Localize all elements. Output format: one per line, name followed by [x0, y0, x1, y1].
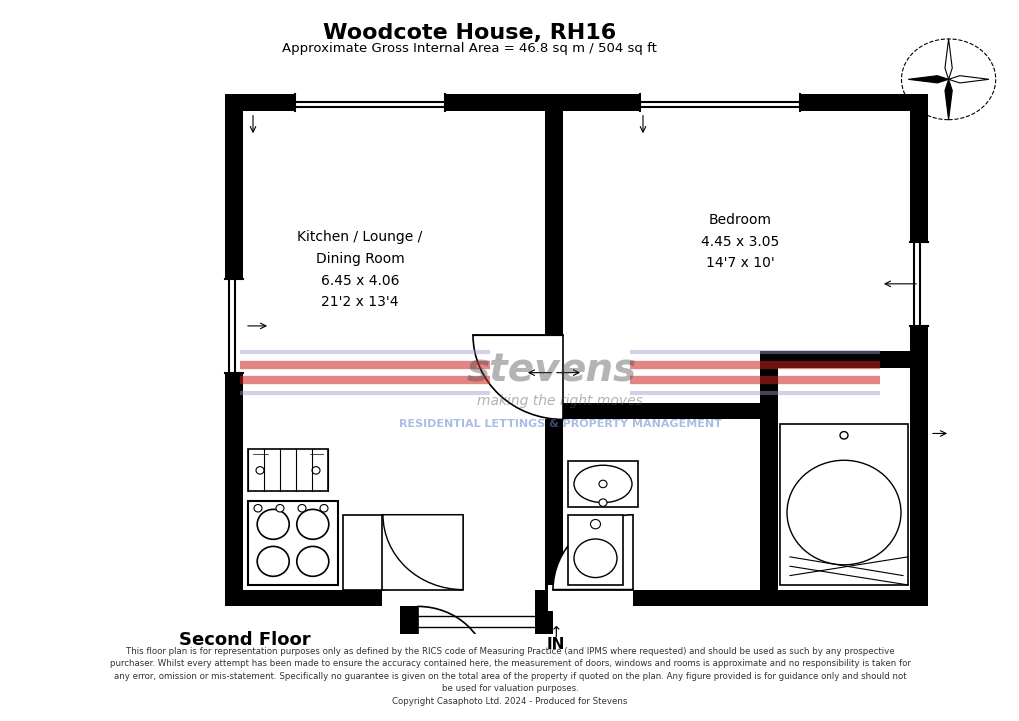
- Text: ↑: ↑: [549, 625, 561, 640]
- Bar: [225, 94, 243, 606]
- Circle shape: [254, 505, 262, 512]
- Circle shape: [590, 519, 600, 528]
- Bar: [225, 279, 243, 373]
- Text: Woodcote House, RH16: Woodcote House, RH16: [322, 23, 615, 43]
- Text: Approximate Gross Internal Area = 46.8 sq m / 504 sq ft: Approximate Gross Internal Area = 46.8 s…: [281, 42, 656, 55]
- Bar: [562, 402, 759, 420]
- Bar: [248, 501, 337, 585]
- Polygon shape: [907, 76, 948, 83]
- Circle shape: [276, 505, 283, 512]
- Text: IN: IN: [546, 637, 565, 653]
- Bar: [759, 420, 777, 590]
- Circle shape: [297, 509, 328, 539]
- Text: stev: stev: [466, 352, 559, 390]
- Bar: [449, 335, 544, 420]
- Bar: [568, 461, 637, 508]
- Circle shape: [598, 499, 606, 506]
- Bar: [342, 515, 463, 590]
- Circle shape: [256, 466, 264, 474]
- Bar: [568, 515, 623, 585]
- Bar: [535, 590, 552, 719]
- Circle shape: [598, 480, 606, 487]
- Circle shape: [320, 505, 328, 512]
- Bar: [544, 94, 562, 335]
- Text: Second Floor: Second Floor: [178, 631, 311, 649]
- Bar: [759, 351, 777, 420]
- Bar: [399, 590, 418, 719]
- Bar: [547, 585, 633, 611]
- Bar: [399, 702, 552, 719]
- Circle shape: [257, 547, 289, 576]
- Text: ens: ens: [559, 352, 637, 390]
- Text: This floor plan is for representation purposes only as defined by the RICS code : This floor plan is for representation pu…: [109, 647, 910, 706]
- Bar: [382, 585, 467, 606]
- Bar: [780, 424, 907, 585]
- Bar: [418, 606, 492, 676]
- Text: making the right moves: making the right moves: [477, 394, 642, 407]
- Circle shape: [297, 547, 328, 576]
- Circle shape: [298, 505, 306, 512]
- Wedge shape: [382, 515, 463, 590]
- Bar: [382, 515, 386, 590]
- Bar: [759, 351, 909, 368]
- Circle shape: [840, 432, 847, 439]
- Polygon shape: [944, 79, 952, 120]
- Circle shape: [312, 466, 320, 474]
- Text: RESIDENTIAL LETTINGS & PROPERTY MANAGEMENT: RESIDENTIAL LETTINGS & PROPERTY MANAGEME…: [398, 419, 720, 429]
- Bar: [544, 420, 562, 590]
- Bar: [909, 242, 927, 326]
- Wedge shape: [418, 606, 487, 672]
- Ellipse shape: [574, 539, 616, 578]
- Polygon shape: [944, 39, 952, 79]
- Text: Kitchen / Lounge /
Dining Room
6.45 x 4.06
21'2 x 13'4: Kitchen / Lounge / Dining Room 6.45 x 4.…: [298, 230, 422, 309]
- Wedge shape: [552, 515, 633, 590]
- Circle shape: [257, 509, 289, 539]
- Bar: [630, 590, 927, 606]
- Bar: [248, 449, 328, 492]
- Ellipse shape: [574, 465, 632, 503]
- Text: Bedroom
4.45 x 3.05
14'7 x 10': Bedroom 4.45 x 3.05 14'7 x 10': [700, 213, 779, 270]
- Wedge shape: [473, 335, 562, 420]
- Ellipse shape: [787, 460, 900, 565]
- Bar: [225, 590, 399, 606]
- Polygon shape: [948, 76, 988, 83]
- Bar: [639, 94, 799, 111]
- Bar: [909, 94, 927, 606]
- Bar: [225, 94, 909, 111]
- Wedge shape: [382, 515, 462, 590]
- Bar: [294, 94, 444, 111]
